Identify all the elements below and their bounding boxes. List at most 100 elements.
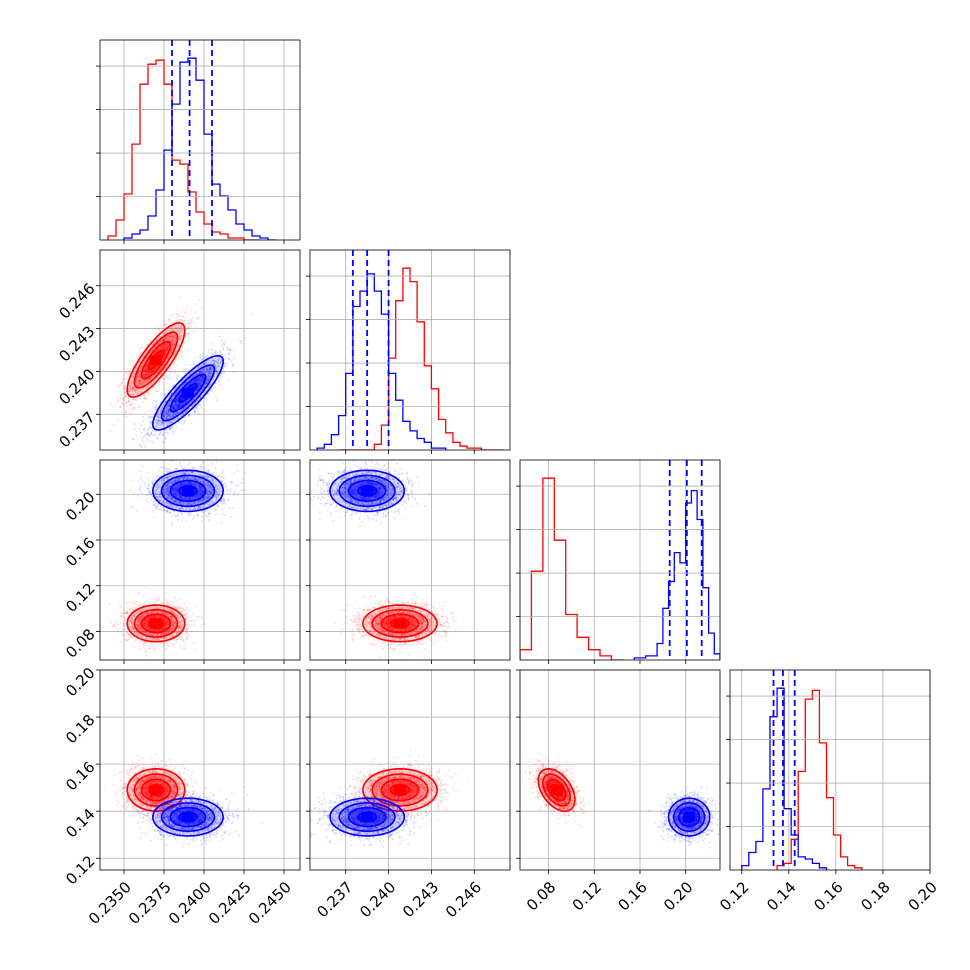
point — [135, 366, 138, 369]
point — [164, 352, 166, 355]
point — [153, 332, 156, 335]
point — [154, 367, 157, 370]
point — [151, 430, 154, 433]
point — [179, 327, 182, 330]
point — [139, 372, 141, 375]
hist-panel-0 — [107, 40, 276, 240]
point — [164, 375, 167, 378]
point — [163, 356, 166, 358]
point — [136, 373, 139, 376]
point — [152, 370, 155, 373]
point — [129, 384, 132, 387]
peak-blue-1-0 — [182, 387, 194, 398]
point — [118, 384, 120, 387]
point — [178, 338, 181, 341]
point — [171, 343, 174, 346]
point — [227, 353, 230, 356]
point — [125, 401, 128, 404]
point — [174, 325, 176, 328]
point — [161, 339, 164, 342]
point — [164, 348, 167, 351]
point — [196, 407, 199, 410]
point — [152, 369, 155, 372]
point — [138, 382, 141, 385]
point — [137, 385, 140, 388]
point — [144, 396, 147, 398]
point — [233, 348, 236, 351]
point — [181, 329, 184, 332]
point — [174, 372, 177, 375]
point — [161, 347, 164, 350]
point — [167, 336, 170, 339]
point — [136, 397, 138, 400]
point — [154, 368, 157, 370]
point — [190, 364, 192, 367]
point — [162, 441, 165, 444]
point — [133, 389, 136, 392]
point — [223, 340, 226, 343]
point — [172, 325, 175, 328]
point — [151, 375, 154, 378]
point — [168, 377, 171, 380]
point — [162, 344, 165, 347]
point — [156, 349, 158, 352]
point — [162, 339, 165, 342]
point — [149, 372, 152, 375]
point — [138, 374, 141, 377]
point — [159, 348, 162, 351]
point — [146, 431, 149, 434]
point — [135, 376, 138, 379]
point — [148, 369, 150, 372]
point — [171, 343, 174, 346]
point — [144, 382, 147, 384]
point — [157, 342, 160, 345]
point — [163, 348, 166, 351]
point — [151, 371, 153, 374]
point — [142, 374, 144, 376]
point — [156, 437, 159, 440]
point — [133, 362, 136, 365]
point — [143, 361, 146, 364]
point — [140, 367, 143, 370]
point — [140, 366, 143, 369]
point — [163, 395, 166, 398]
point — [147, 440, 150, 443]
point — [141, 381, 144, 384]
point — [139, 374, 142, 376]
point — [155, 389, 158, 392]
point — [184, 371, 187, 373]
point — [162, 347, 165, 350]
point — [174, 352, 177, 355]
point — [171, 336, 174, 338]
point — [120, 393, 123, 396]
point — [174, 336, 177, 339]
point — [171, 334, 174, 337]
point — [175, 326, 178, 329]
point — [227, 357, 230, 359]
point — [175, 337, 178, 340]
point — [139, 381, 142, 384]
point — [144, 394, 147, 397]
point — [181, 326, 184, 329]
point — [159, 393, 162, 396]
point — [148, 410, 151, 413]
point — [171, 347, 174, 350]
point — [163, 348, 166, 351]
point — [205, 410, 207, 413]
point — [175, 358, 178, 361]
point — [186, 333, 189, 335]
point — [176, 426, 178, 429]
point — [146, 364, 149, 367]
point — [139, 380, 142, 383]
point — [164, 336, 167, 339]
point — [164, 348, 167, 351]
point — [139, 380, 142, 383]
point — [138, 360, 141, 363]
point — [141, 439, 144, 442]
point — [165, 347, 167, 350]
point — [151, 342, 154, 345]
point — [129, 379, 132, 382]
point — [157, 382, 160, 385]
point — [148, 369, 151, 372]
point — [167, 346, 170, 349]
